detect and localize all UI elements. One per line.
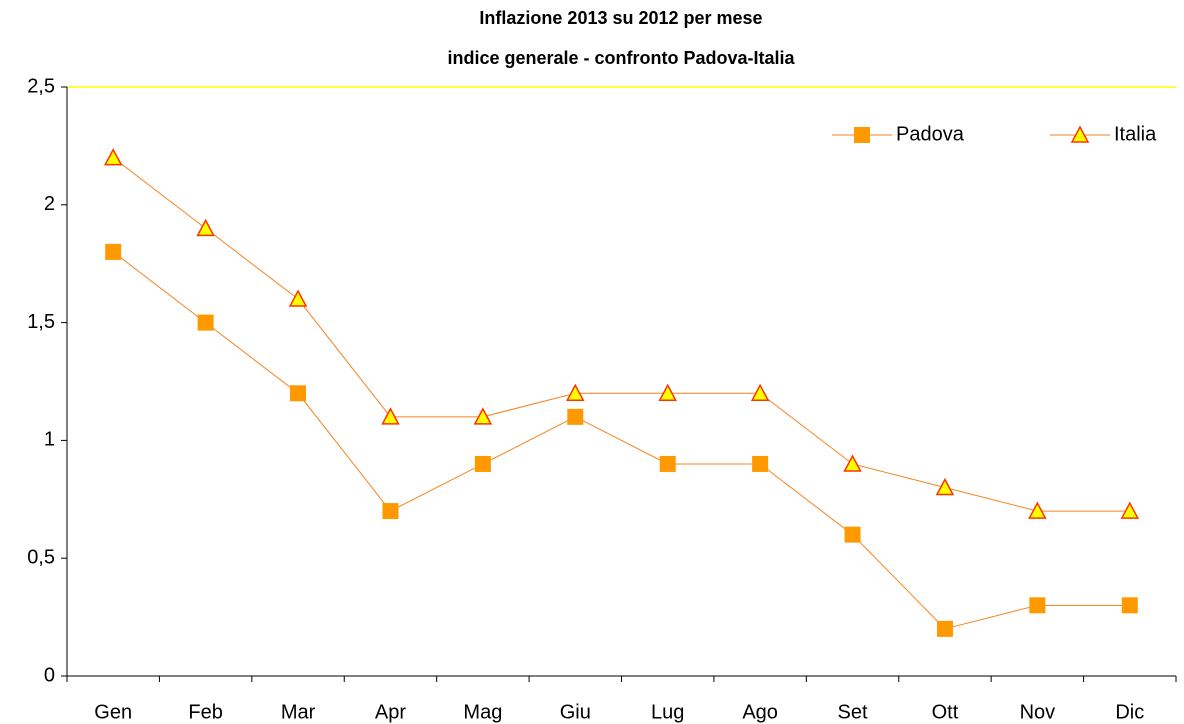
x-tick-label: Ago: [742, 701, 778, 723]
data-point: [197, 314, 214, 331]
y-tick-label: 1: [44, 429, 55, 451]
data-point: [843, 454, 862, 472]
data-point: [105, 243, 122, 260]
x-tick-label: Feb: [188, 701, 222, 723]
series-line: [112, 251, 1130, 630]
legend-label: Italia: [1114, 123, 1157, 145]
data-point: [382, 503, 399, 520]
data-point: [196, 218, 215, 237]
y-tick-label: 2,5: [27, 75, 55, 97]
y-tick-label: 1,5: [27, 311, 55, 333]
data-point: [935, 477, 955, 496]
x-tick-label: Ott: [932, 701, 959, 723]
x-tick-label: Set: [838, 701, 868, 723]
data-point: [844, 526, 861, 543]
x-tick-label: Dic: [1115, 701, 1144, 723]
x-tick-label: Apr: [375, 701, 406, 723]
data-point: [752, 455, 769, 472]
chart-subtitle: indice generale - confronto Padova-Itali…: [447, 48, 795, 68]
x-tick-label: Mag: [463, 701, 502, 723]
x-tick-label: Lug: [651, 701, 684, 723]
x-tick-label: Giu: [560, 701, 591, 723]
series-line: [112, 157, 1130, 512]
legend-marker: [854, 127, 870, 143]
x-tick-label: Gen: [94, 701, 132, 723]
data-point: [288, 289, 308, 307]
data-point: [381, 407, 400, 425]
data-point: [474, 455, 491, 472]
legend-marker: [1070, 125, 1090, 143]
data-point: [1120, 501, 1140, 519]
legend-label: Padova: [896, 123, 965, 145]
data-point: [936, 620, 953, 637]
data-point: [1121, 597, 1138, 614]
data-point: [750, 383, 770, 402]
data-point: [566, 383, 585, 402]
data-point: [290, 385, 307, 402]
data-point: [567, 408, 584, 425]
y-tick-label: 2: [44, 193, 55, 215]
data-point: [659, 455, 676, 472]
x-tick-label: Nov: [1020, 701, 1056, 723]
y-tick-label: 0,5: [27, 546, 55, 568]
data-point: [658, 383, 677, 402]
x-tick-label: Mar: [281, 701, 316, 723]
data-point: [1028, 501, 1047, 519]
y-tick-label: 0: [44, 664, 55, 686]
data-point: [103, 148, 123, 166]
data-point: [1029, 597, 1046, 614]
data-point: [473, 407, 493, 425]
chart-title: Inflazione 2013 su 2012 per mese: [479, 8, 762, 28]
